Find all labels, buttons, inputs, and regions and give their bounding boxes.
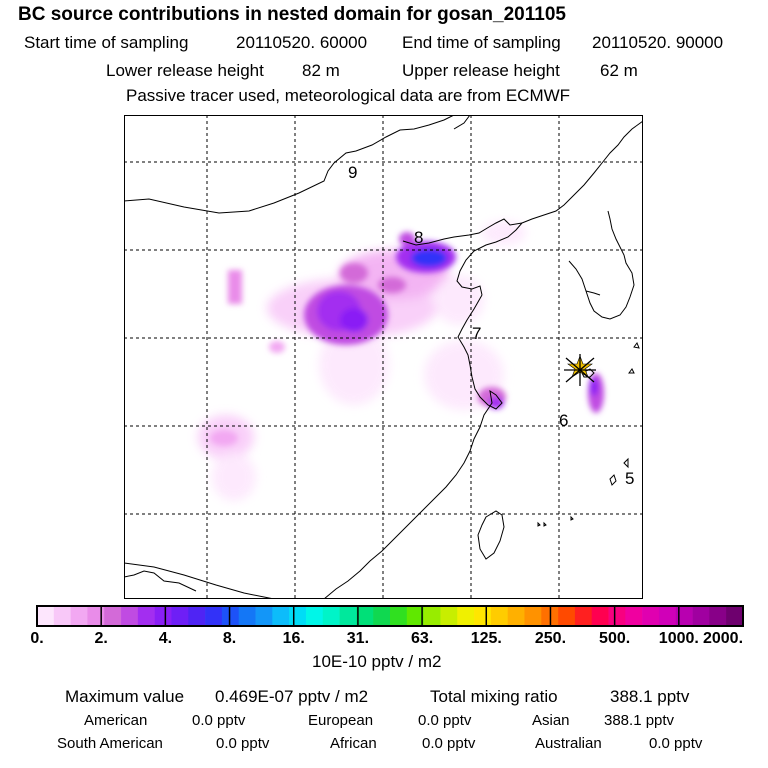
end-time-value: 20110520. 90000 [592, 33, 724, 52]
region-value: 388.1 pptv [604, 712, 675, 729]
grid-label: 9 [348, 163, 357, 182]
colorbar-units: 10E-10 pptv / m2 [312, 652, 442, 671]
colorbar-cell [457, 606, 475, 626]
region-name: African [330, 735, 377, 752]
colorbar-cell [524, 606, 542, 626]
grid-label: 5 [625, 469, 634, 488]
lower-height-label: Lower release height [106, 61, 264, 80]
colorbar-cell [205, 606, 223, 626]
map-frame [124, 115, 643, 599]
colorbar-tick-label: 8. [222, 630, 237, 647]
contribution-field [198, 221, 604, 501]
colorbar-tick-label: 31. [346, 630, 370, 647]
grid-label: 6 [559, 411, 568, 430]
colorbar-tick-label: 16. [282, 630, 305, 647]
region-name: American [84, 712, 148, 729]
colorbar-cell [709, 606, 727, 626]
region-value: 0.0 pptv [418, 712, 472, 729]
colorbar-cell [574, 606, 593, 626]
start-time-value: 20110520. 60000 [236, 33, 368, 52]
graticule [124, 115, 643, 599]
colorbar-cell [154, 606, 172, 626]
colorbar-cell [322, 606, 340, 626]
region-name: Australian [535, 735, 602, 752]
colorbar-cell [490, 606, 508, 626]
coastlines [124, 115, 643, 599]
colorbar-cell [255, 606, 273, 626]
colorbar-cell [558, 606, 576, 626]
colorbar-cell [221, 606, 240, 626]
colorbar-cell [171, 606, 189, 626]
colorbar-cell [87, 606, 105, 626]
grid-labels: 9 8 7 6 5 [348, 163, 634, 488]
lower-height-value: 82 m [302, 61, 340, 80]
total-mixing-label: Total mixing ratio [430, 687, 558, 706]
receptor-star-marker-icon [564, 354, 596, 386]
region-name: European [308, 712, 374, 729]
upper-height-value: 62 m [600, 61, 638, 80]
region-name: South American [57, 735, 163, 752]
colorbar-cell [591, 606, 609, 626]
max-value-label: Maximum value [65, 687, 185, 706]
region-name: Asian [532, 712, 570, 729]
colorbar-cell [423, 606, 441, 626]
colorbar-cell [642, 606, 660, 626]
colorbar-tick-label: 500. [599, 630, 631, 647]
start-time-label: Start time of sampling [24, 33, 189, 52]
colorbar-cell [608, 606, 626, 626]
max-value: 0.469E-07 pptv / m2 [215, 687, 369, 706]
colorbar-tick-label: 4. [158, 630, 173, 647]
colorbar-cell [692, 606, 710, 626]
colorbar-tick-label: 125. [470, 630, 502, 647]
colorbar-cell [373, 606, 391, 626]
colorbar-cell [272, 606, 290, 626]
region-value: 0.0 pptv [649, 735, 703, 752]
colorbar-cell [356, 606, 374, 626]
colorbar-cell [406, 606, 424, 626]
colorbar-cell [70, 606, 88, 626]
colorbar-cell [474, 606, 492, 626]
colorbar-tick-label: 2. [94, 630, 108, 647]
colorbar-cell [53, 606, 71, 626]
tracer-note: Passive tracer used, meteorological data… [126, 86, 571, 105]
colorbar-cell [658, 606, 677, 626]
source-contribution-map: 9 8 7 6 5 [124, 115, 643, 599]
colorbar-tick-label: 1000. [658, 630, 699, 647]
colorbar-cell [104, 606, 122, 626]
end-time-label: End time of sampling [402, 33, 561, 52]
colorbar-cell [339, 606, 357, 626]
grid-label: 7 [472, 324, 481, 343]
colorbar-tick-label: 250. [534, 630, 567, 647]
colorbar-cell [625, 606, 643, 626]
region-value: 0.0 pptv [192, 712, 246, 729]
colorbar-cell [675, 606, 693, 626]
colorbar-cell [390, 606, 408, 626]
colorbar-tick-label: 2000. [702, 630, 744, 647]
page-title: BC source contributions in nested domain… [18, 4, 566, 25]
colorbar-tick-label: 63. [410, 630, 434, 647]
colorbar-cell [137, 606, 155, 626]
upper-height-label: Upper release height [402, 61, 560, 80]
region-value: 0.0 pptv [422, 735, 476, 752]
color-scale-bar [36, 605, 744, 627]
colorbar-cell [726, 606, 744, 626]
colorbar-cell [188, 606, 206, 626]
colorbar-cell [238, 606, 256, 626]
colorbar-cell [121, 606, 139, 626]
colorbar-cell [440, 606, 458, 626]
colorbar-cell [305, 606, 324, 626]
colorbar-cell [507, 606, 525, 626]
colorbar-cell [37, 606, 55, 626]
colorbar-tick-label: 0. [30, 630, 44, 647]
colorbar-cell [289, 606, 307, 626]
region-value: 0.0 pptv [216, 735, 270, 752]
colorbar-frame [36, 605, 744, 627]
total-mixing-value: 388.1 pptv [610, 687, 690, 706]
grid-label: 8 [414, 228, 423, 247]
